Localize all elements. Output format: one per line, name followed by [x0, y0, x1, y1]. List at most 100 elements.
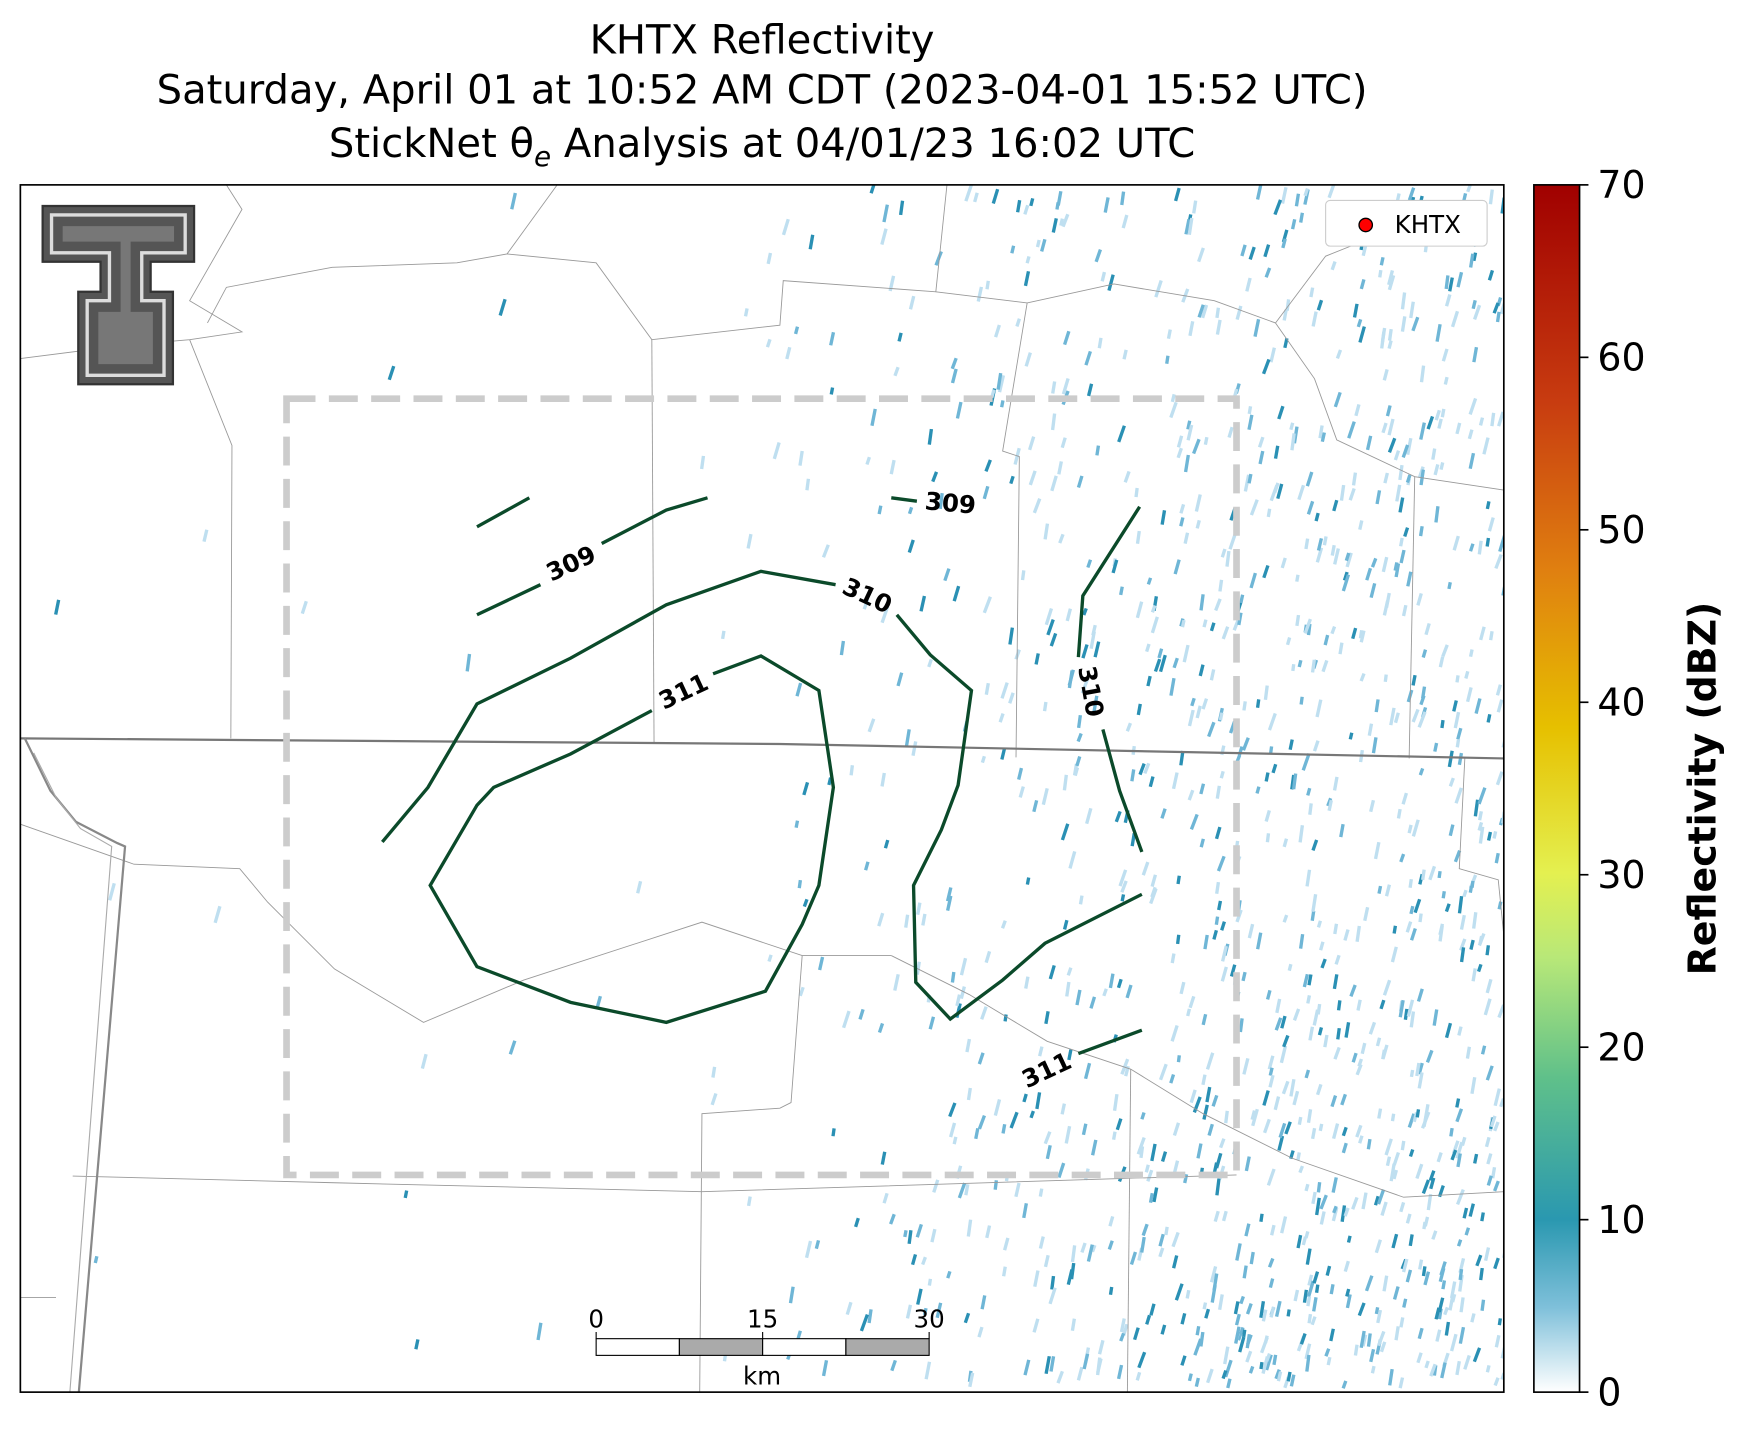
echo	[1429, 1363, 1437, 1377]
echo	[1119, 1318, 1126, 1333]
echo	[1301, 1236, 1308, 1246]
echo	[1091, 624, 1097, 636]
echo	[1182, 644, 1190, 663]
echo	[1244, 1223, 1251, 1237]
echo	[1424, 1360, 1430, 1369]
echo	[1203, 934, 1209, 950]
echo	[1160, 808, 1167, 819]
echo	[1421, 869, 1426, 881]
echo	[1315, 699, 1323, 718]
echo	[1384, 1138, 1393, 1156]
echo	[1407, 824, 1413, 834]
echo	[798, 986, 805, 997]
echo	[1332, 1205, 1338, 1214]
echo	[1444, 1321, 1451, 1336]
echo	[1158, 1247, 1165, 1258]
echo	[1485, 501, 1491, 510]
echo	[1201, 1074, 1207, 1086]
echo	[859, 1313, 869, 1332]
echo	[1214, 1152, 1223, 1169]
echo	[1229, 964, 1237, 977]
colorbar-tick-label: 20	[1597, 1026, 1645, 1070]
echo	[1345, 552, 1353, 568]
echo	[1452, 535, 1460, 551]
echo	[1310, 659, 1316, 673]
echo	[1245, 1303, 1253, 1315]
echo	[1468, 397, 1478, 415]
echo	[1125, 984, 1133, 999]
echo	[1319, 941, 1325, 951]
echo	[1425, 1049, 1434, 1063]
echo	[1440, 719, 1445, 729]
echo	[1286, 1309, 1291, 1317]
echo	[1452, 700, 1458, 712]
echo	[1202, 1104, 1209, 1120]
echo	[1305, 471, 1314, 487]
echo	[1056, 1370, 1064, 1384]
echo	[1383, 674, 1388, 682]
echo	[1330, 625, 1337, 635]
echo	[1489, 631, 1494, 641]
scale-segment	[595, 1338, 680, 1356]
colorbar-ramp	[1533, 184, 1581, 1393]
echo	[1009, 475, 1015, 485]
echo	[1369, 1348, 1376, 1363]
echo	[1485, 1364, 1491, 1373]
echo	[1080, 1242, 1087, 1253]
echo	[1374, 1239, 1382, 1254]
echo	[945, 895, 953, 911]
echo	[858, 1008, 865, 1020]
echo	[1183, 532, 1190, 544]
echo	[952, 1136, 958, 1145]
echo	[465, 653, 472, 672]
echo	[1345, 1294, 1352, 1309]
echo	[877, 505, 883, 515]
echo	[915, 1223, 923, 1238]
colorbar-label: Reflectivity (dBZ)	[1680, 602, 1724, 976]
echo	[746, 1196, 752, 1207]
echo	[1196, 1143, 1203, 1159]
echo	[1137, 1351, 1147, 1369]
echo	[1306, 1296, 1312, 1307]
echo	[1100, 271, 1107, 282]
echo	[1390, 1113, 1396, 1122]
echo	[1408, 878, 1413, 888]
echo	[919, 595, 927, 612]
echo	[1264, 1354, 1273, 1371]
echo	[1199, 783, 1206, 795]
echo	[1485, 1065, 1494, 1081]
echo	[1000, 920, 1007, 929]
echo	[1043, 1254, 1050, 1268]
echo	[1391, 1233, 1399, 1249]
echo	[1303, 618, 1312, 635]
echo	[1199, 594, 1205, 611]
echo	[1416, 988, 1424, 1002]
echo	[880, 606, 890, 624]
echo	[1378, 269, 1383, 278]
echo	[1256, 932, 1263, 950]
echo	[1062, 919, 1069, 930]
echo	[1351, 627, 1358, 640]
echo	[1094, 249, 1103, 263]
echo	[1323, 1034, 1329, 1048]
echo	[959, 986, 966, 1000]
echo	[1045, 1144, 1052, 1160]
echo	[1304, 538, 1310, 550]
echo	[1160, 1151, 1168, 1162]
echo	[1202, 619, 1208, 628]
echo	[1394, 563, 1401, 578]
echo	[1218, 712, 1224, 721]
subtitle-sub: e	[534, 140, 551, 173]
echo	[1304, 1069, 1311, 1079]
echo	[1459, 947, 1466, 963]
echo	[1247, 414, 1254, 430]
echo	[1302, 973, 1310, 988]
echo	[1315, 547, 1324, 563]
echo	[1237, 612, 1243, 626]
echo	[1017, 767, 1024, 780]
echo	[1341, 574, 1351, 592]
analysis-domain	[283, 395, 1240, 1179]
echo	[1305, 1354, 1311, 1372]
echo	[915, 961, 921, 975]
echo	[1149, 1303, 1156, 1316]
